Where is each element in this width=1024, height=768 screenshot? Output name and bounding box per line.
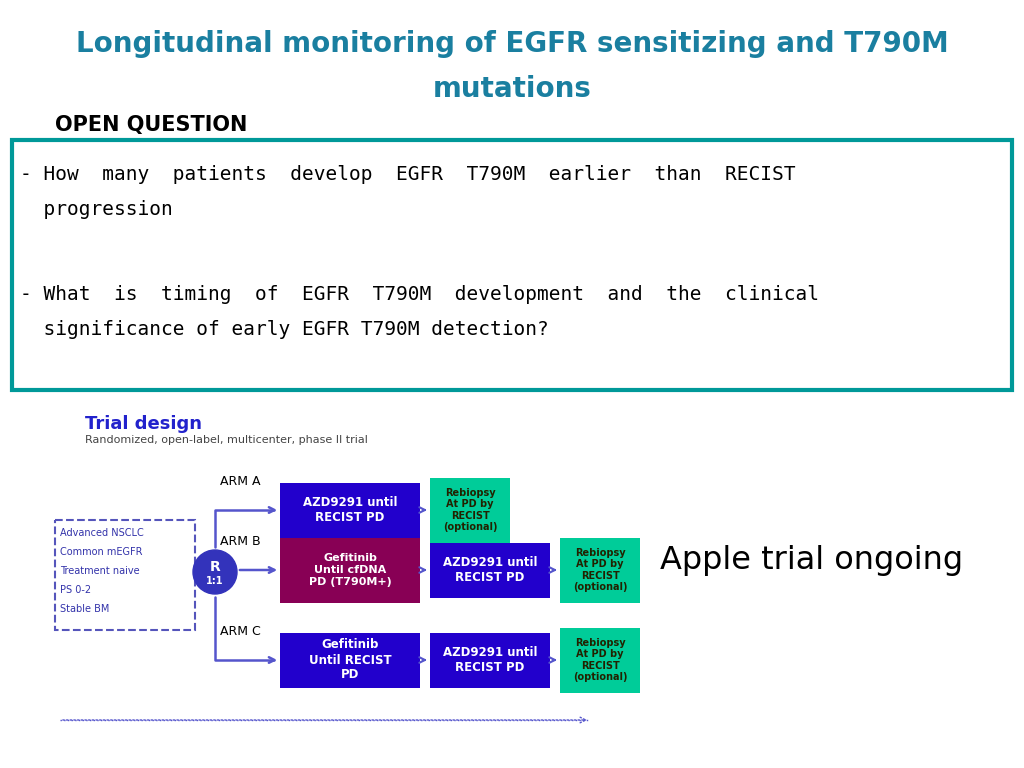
FancyBboxPatch shape <box>12 140 1012 390</box>
Text: mutations: mutations <box>432 75 592 103</box>
Text: Gefitinib
Until cfDNA
PD (T790M+): Gefitinib Until cfDNA PD (T790M+) <box>308 554 391 587</box>
FancyBboxPatch shape <box>280 482 420 538</box>
Text: Rebiopsy
At PD by
RECIST
(optional): Rebiopsy At PD by RECIST (optional) <box>572 637 628 683</box>
Text: - How  many  patients  develop  EGFR  T790M  earlier  than  RECIST: - How many patients develop EGFR T790M e… <box>20 165 796 184</box>
FancyBboxPatch shape <box>430 542 550 598</box>
Text: Randomized, open-label, multicenter, phase II trial: Randomized, open-label, multicenter, pha… <box>85 435 368 445</box>
Text: Rebiopsy
At PD by
RECIST
(optional): Rebiopsy At PD by RECIST (optional) <box>572 548 628 592</box>
Text: AZD9291 until
RECIST PD: AZD9291 until RECIST PD <box>303 496 397 524</box>
FancyBboxPatch shape <box>430 478 510 542</box>
Text: Rebiopsy
At PD by
RECIST
(optional): Rebiopsy At PD by RECIST (optional) <box>442 488 498 532</box>
Text: Gefitinib
Until RECIST
PD: Gefitinib Until RECIST PD <box>308 638 391 681</box>
FancyBboxPatch shape <box>280 538 420 603</box>
Text: Apple trial ongoing: Apple trial ongoing <box>660 545 964 575</box>
Text: Trial design: Trial design <box>85 415 202 433</box>
Text: - What  is  timing  of  EGFR  T790M  development  and  the  clinical: - What is timing of EGFR T790M developme… <box>20 285 819 304</box>
Text: Treatment naive: Treatment naive <box>60 566 139 576</box>
Circle shape <box>193 550 237 594</box>
Text: ARM B: ARM B <box>220 535 261 548</box>
Text: progression: progression <box>20 200 173 219</box>
Text: Longitudinal monitoring of EGFR sensitizing and T790M: Longitudinal monitoring of EGFR sensitiz… <box>76 30 948 58</box>
Text: ARM A: ARM A <box>220 475 260 488</box>
Text: ARM C: ARM C <box>220 625 261 638</box>
Text: OPEN QUESTION: OPEN QUESTION <box>55 115 248 135</box>
FancyBboxPatch shape <box>560 627 640 693</box>
Text: PS 0-2: PS 0-2 <box>60 585 91 595</box>
Text: AZD9291 until
RECIST PD: AZD9291 until RECIST PD <box>442 556 538 584</box>
Text: R: R <box>210 560 220 574</box>
Text: Common mEGFR: Common mEGFR <box>60 547 142 557</box>
Text: Advanced NSCLC: Advanced NSCLC <box>60 528 143 538</box>
FancyBboxPatch shape <box>430 633 550 687</box>
FancyBboxPatch shape <box>55 520 195 630</box>
Text: AZD9291 until
RECIST PD: AZD9291 until RECIST PD <box>442 646 538 674</box>
FancyBboxPatch shape <box>280 633 420 687</box>
Text: significance of early EGFR T790M detection?: significance of early EGFR T790M detecti… <box>20 320 549 339</box>
Text: Stable BM: Stable BM <box>60 604 110 614</box>
FancyBboxPatch shape <box>560 538 640 603</box>
Text: 1:1: 1:1 <box>206 576 224 586</box>
